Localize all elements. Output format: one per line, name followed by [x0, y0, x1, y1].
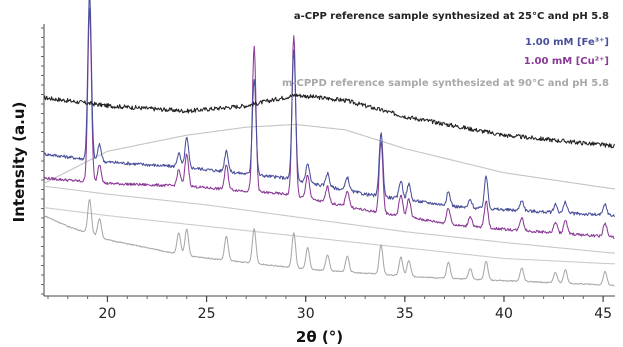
x-tick-label: 35	[396, 306, 414, 322]
legend-entry-2: 1.00 mM [Cu²⁺]	[524, 56, 609, 67]
x-axis-title: 2θ (°)	[296, 328, 343, 346]
y-axis-title: Intensity (a.u)	[10, 102, 28, 223]
x-tick-label: 20	[99, 306, 117, 322]
x-tick-label: 30	[297, 306, 315, 322]
x-tick-label: 40	[495, 306, 513, 322]
series-line-2	[43, 7, 615, 239]
legend-entry-3: m-CPPD reference sample synthesized at 9…	[282, 78, 609, 89]
x-tick-label: 25	[198, 306, 216, 322]
series-line-3	[43, 199, 615, 287]
legend-entry-1: 1.00 mM [Fe³⁺]	[525, 37, 609, 48]
reference-curve	[43, 123, 615, 190]
x-tick-label: 45	[594, 306, 612, 322]
series-line-0	[43, 93, 615, 149]
series-line-1	[43, 0, 615, 218]
reference-curve	[43, 207, 615, 265]
legend-entry-0: a-CPP reference sample synthesized at 25…	[294, 11, 609, 22]
reference-curve	[43, 185, 615, 254]
